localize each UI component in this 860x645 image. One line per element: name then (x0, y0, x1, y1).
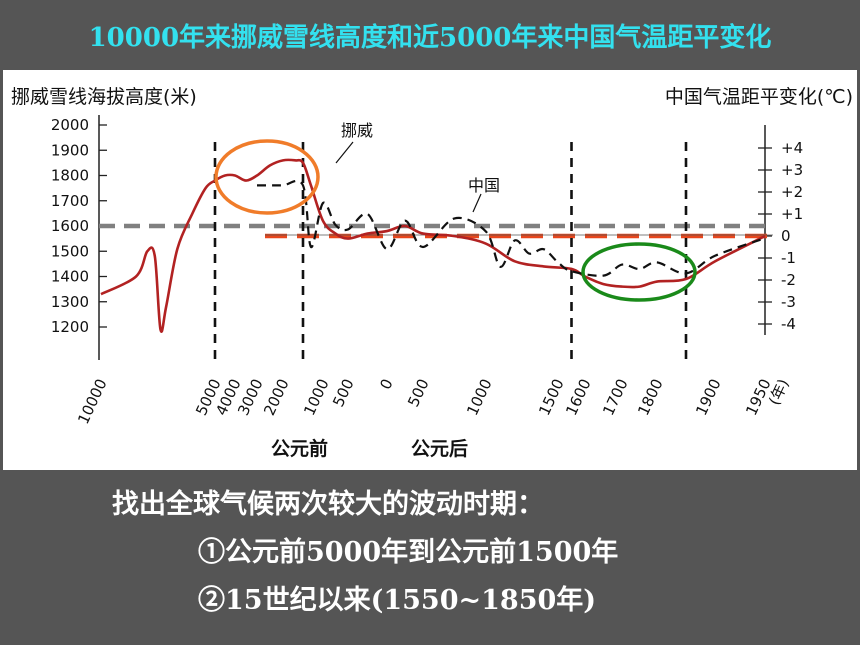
y-left-tick-label: 1700 (51, 192, 89, 210)
y-left-tick-label: 1400 (51, 268, 89, 286)
series-label-leader-china (472, 193, 482, 213)
x-tick-label: 500 (404, 376, 432, 410)
x-tick-label: 1700 (599, 376, 631, 418)
caption-block: 找出全球气候两次较大的波动时期： ①公元前5000年到公元前1500年 ②15世… (0, 476, 860, 645)
y-right-tick-label: +3 (781, 161, 803, 179)
x-tick-label: 10000 (74, 376, 110, 427)
caption-question: 找出全球气候两次较大的波动时期： (112, 489, 544, 520)
reference-lines (99, 223, 773, 239)
highlight-ellipse-green (581, 242, 697, 302)
x-tick-label: 1800 (634, 376, 666, 418)
era-label-bc: 公元前 (271, 437, 328, 460)
y-left-tick-label: 1300 (51, 293, 89, 311)
slide-title: 10000年来挪威雪线高度和近5000年来中国气温距平变化 (88, 22, 772, 53)
caption-answer-2: ②15世纪以来(1550~1850年) (198, 585, 597, 616)
x-tick-label: 1000 (300, 376, 332, 418)
y-left-tick-label: 1600 (51, 217, 89, 235)
series-line-china (257, 179, 766, 277)
chart-svg: 挪威雪线海拔高度(米) 中国气温距平变化(℃) 2000190018001700… (11, 86, 853, 460)
x-tick-label: (年) (765, 376, 793, 408)
y-axis-left-title: 挪威雪线海拔高度(米) (11, 86, 197, 108)
y-left-tick-label: 1200 (51, 318, 89, 336)
y-right-tick-label: -2 (781, 271, 796, 289)
series-line-norway (100, 158, 766, 333)
y-left-tick-label: 1500 (51, 242, 89, 260)
y-right-tick-label: +1 (781, 205, 803, 223)
y-axis-right-title: 中国气温距平变化(℃) (665, 86, 853, 108)
y-left-tick-label: 1800 (51, 167, 89, 185)
chart-frame (98, 115, 772, 360)
y-left-tick-label: 1900 (51, 141, 89, 159)
y-left-tick-label: 2000 (51, 116, 89, 134)
era-label-ad: 公元后 (411, 438, 468, 460)
x-tick-label: 1000 (463, 376, 495, 418)
y-right-tick-label: 0 (781, 227, 791, 245)
series-label-leader-norway (335, 141, 354, 164)
caption-answer-1: ①公元前5000年到公元前1500年 (198, 537, 619, 568)
y-right-tick-label: -4 (781, 315, 796, 333)
chart-panel: 挪威雪线海拔高度(米) 中国气温距平变化(℃) 2000 1900 1800 1700… (3, 70, 857, 470)
y-right-tick-label: +2 (781, 183, 803, 201)
series-label-china: 中国 (468, 176, 500, 195)
x-tick-label: 2000 (260, 376, 292, 418)
y-right-tick-label: +4 (781, 139, 803, 157)
x-tick-label: 0 (376, 376, 396, 392)
highlight-ellipses (214, 139, 697, 302)
x-tick-label: 1900 (692, 376, 724, 418)
x-tick-label: 1600 (562, 376, 594, 418)
series-lines (100, 141, 766, 333)
series-label-norway: 挪威 (341, 121, 373, 140)
period-markers (213, 142, 688, 360)
x-tick-label: 500 (329, 376, 357, 410)
y-right-tick-label: -3 (781, 293, 796, 311)
y-right-tick-label: -1 (781, 249, 796, 267)
highlight-ellipse-orange (214, 139, 320, 215)
